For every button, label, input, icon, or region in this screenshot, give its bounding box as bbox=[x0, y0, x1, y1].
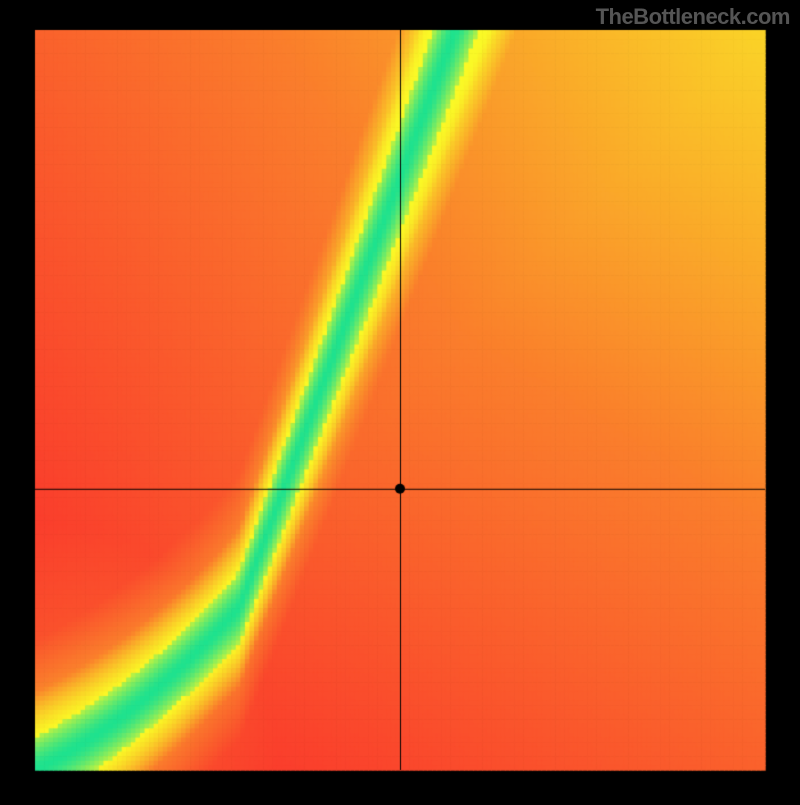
watermark-text: TheBottleneck.com bbox=[596, 4, 790, 30]
bottleneck-heatmap bbox=[0, 0, 800, 800]
chart-container bbox=[0, 0, 800, 800]
